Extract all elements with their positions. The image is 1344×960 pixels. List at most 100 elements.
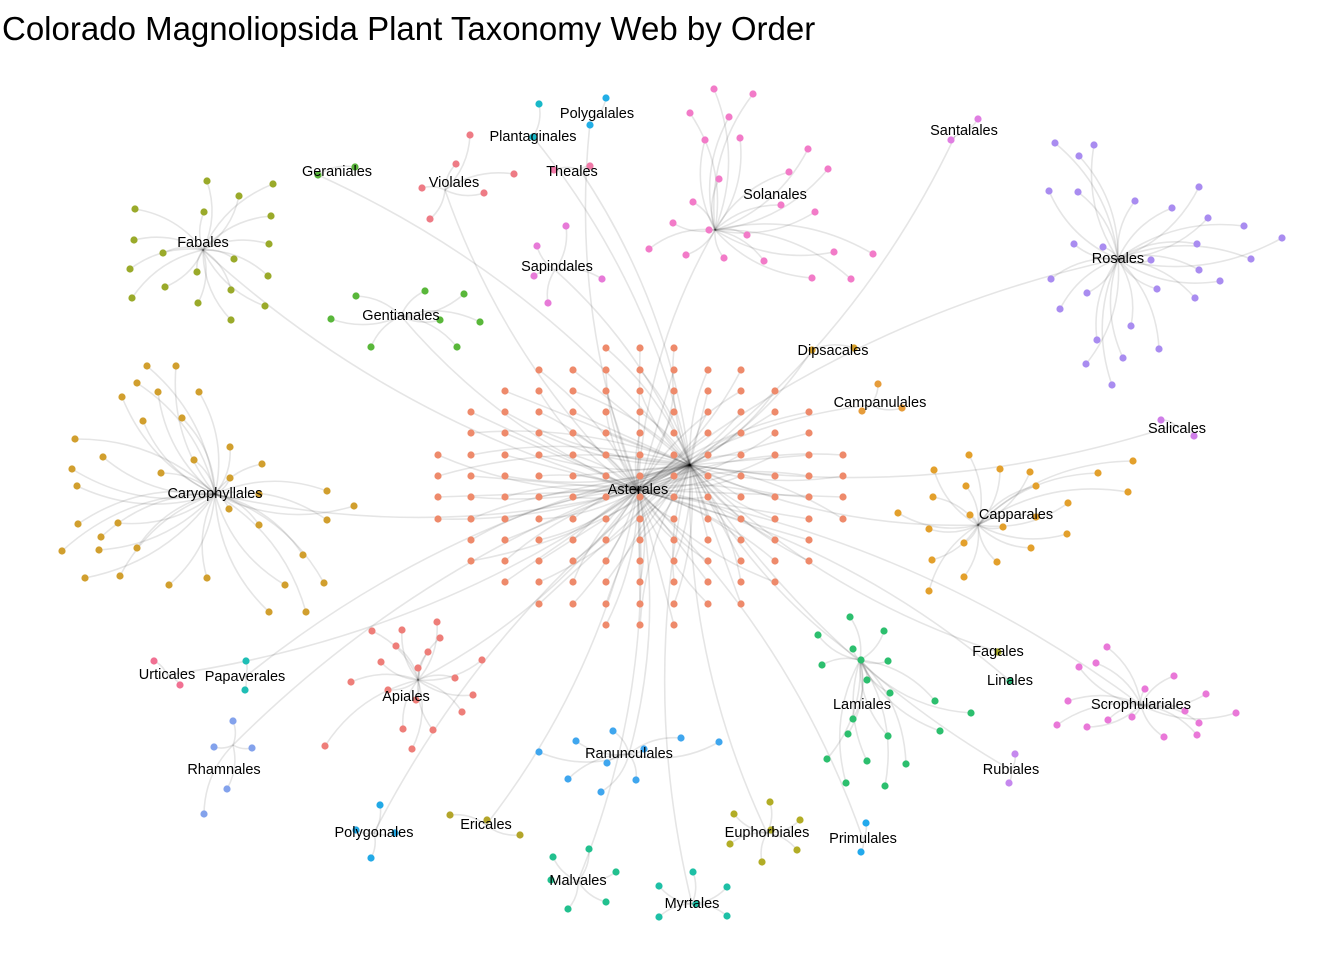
node-caryophyllales: [114, 519, 122, 527]
node-caryophyllales: [226, 474, 234, 482]
edge-asterales-member: [639, 464, 691, 541]
order-label-fabales: Fabales: [177, 235, 229, 251]
node-asterales: [805, 429, 813, 437]
node-apiales: [433, 618, 441, 626]
node-asterales: [805, 451, 813, 459]
node-capparales: [1032, 513, 1040, 521]
edge-capparales-member: [977, 524, 998, 563]
edge-caryophyllales-member: [160, 472, 216, 495]
node-caryophyllales: [203, 574, 211, 582]
node-ericales: [483, 816, 491, 824]
edge-fabales-member: [164, 249, 204, 288]
node-asterales: [670, 344, 678, 352]
edge-apiales-member: [411, 679, 423, 750]
node-rosales: [1195, 266, 1203, 274]
node-apiales: [424, 648, 432, 656]
node-apiales: [478, 656, 486, 664]
node-asterales: [805, 515, 813, 523]
edge-asterales-member: [637, 489, 742, 541]
edge-caryophyllales-member: [214, 463, 263, 495]
edge-lamiales-member: [859, 659, 936, 702]
node-asterales: [636, 408, 644, 416]
edge-asterales-member: [605, 464, 691, 605]
node-asterales: [602, 408, 610, 416]
edge-asterales-member: [639, 369, 691, 466]
node-rosales: [1155, 345, 1163, 353]
edge-capparales-member: [977, 471, 1031, 526]
node-asterales: [670, 536, 678, 544]
edge-asterales-member: [572, 432, 639, 491]
node-euphorbiales: [793, 846, 801, 854]
edge-fabales-member: [202, 215, 272, 251]
node-sapindales: [544, 299, 552, 307]
edge-rosales-member: [1086, 258, 1119, 294]
node-solanales: [811, 208, 819, 216]
edge-asterales-member: [689, 464, 776, 520]
node-asterales: [602, 387, 610, 395]
node-asterales: [467, 451, 475, 459]
node-asterales: [535, 600, 543, 608]
node-asterales: [737, 557, 745, 565]
edge-asterales-member: [637, 411, 742, 491]
node-papaverales: [241, 686, 249, 694]
node-asterales: [569, 387, 577, 395]
node-rosales: [1278, 234, 1286, 242]
edge-apiales-member: [417, 621, 438, 681]
node-asterales: [704, 451, 712, 459]
node-rhamnales: [223, 785, 231, 793]
edge-asterales-member: [637, 390, 675, 491]
node-capparales: [925, 587, 933, 595]
node-polygalales: [602, 94, 610, 102]
edge-asterales-member: [637, 453, 844, 491]
node-asterales: [501, 536, 509, 544]
node-lamiales: [849, 715, 857, 723]
node-campanulales: [858, 407, 866, 415]
node-rosales: [1240, 222, 1248, 230]
node-santalales: [947, 136, 955, 144]
node-capparales: [965, 451, 973, 459]
node-sapindales: [562, 222, 570, 230]
node-solanales: [725, 113, 733, 121]
node-solanales: [804, 145, 812, 153]
edge-capparales-member: [928, 524, 979, 592]
node-asterales: [434, 472, 442, 480]
node-rosales: [1070, 240, 1078, 248]
edge-asterales-member: [538, 489, 639, 520]
node-myrtales: [655, 913, 663, 921]
node-ericales: [516, 831, 524, 839]
edge-caryophyllales-member: [198, 391, 220, 495]
edge-solanales-member: [710, 178, 720, 231]
node-fabales: [126, 265, 134, 273]
node-asterales: [602, 536, 610, 544]
node-asterales: [839, 451, 847, 459]
node-polygonales: [352, 826, 360, 834]
edge-asterales-member: [637, 390, 742, 491]
edge-fabales-member: [134, 208, 204, 251]
edge-asterales-member: [504, 484, 639, 498]
node-rosales: [1099, 243, 1107, 251]
node-rosales: [1247, 255, 1255, 263]
edge-asterales-member: [634, 432, 641, 491]
node-asterales: [434, 493, 442, 501]
edge-asterales-member: [572, 489, 639, 583]
edge-asterales-member: [437, 454, 639, 492]
node-asterales: [771, 429, 779, 437]
node-lamiales: [857, 656, 865, 664]
node-asterales: [670, 366, 678, 374]
node-caryophyllales: [99, 453, 107, 461]
node-rosales: [1204, 214, 1212, 222]
node-asterales: [737, 600, 745, 608]
node-caryophyllales: [320, 579, 328, 587]
node-fabales: [261, 302, 269, 310]
node-asterales: [839, 493, 847, 501]
node-apiales: [412, 696, 420, 704]
node-lamiales: [863, 757, 871, 765]
order-label-polygonales: Polygonales: [335, 825, 414, 841]
node-rosales: [1153, 285, 1161, 293]
node-rosales: [1045, 187, 1053, 195]
edge-rosales-member: [1117, 186, 1200, 260]
node-violales: [418, 184, 426, 192]
node-sapindales: [530, 272, 538, 280]
node-ranunculales: [632, 776, 640, 784]
edge-caryophyllales-member: [117, 493, 216, 525]
